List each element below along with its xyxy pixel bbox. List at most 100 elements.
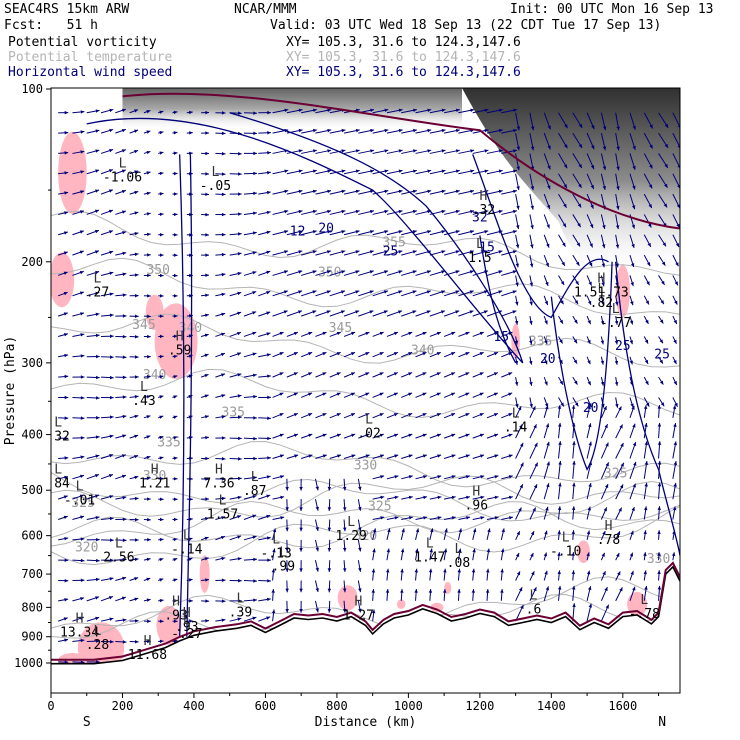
wind-vector <box>229 352 242 358</box>
wind-vector <box>271 589 275 601</box>
wind-vector <box>143 130 151 134</box>
wind-vector <box>115 474 127 480</box>
wind-vector <box>529 275 534 287</box>
wind-vector <box>243 373 257 378</box>
wind-vector <box>158 578 164 582</box>
wind-vector <box>272 372 284 378</box>
wind-vector <box>386 270 403 276</box>
wind-vector <box>172 619 178 623</box>
wind-vector <box>57 291 68 297</box>
extremum-value: .93 <box>175 620 198 635</box>
wind-vector <box>301 230 317 236</box>
wind-vector <box>143 598 151 602</box>
wind-vector <box>100 128 114 134</box>
wind-vector <box>143 395 151 399</box>
wind-vector <box>444 209 460 215</box>
wind-vector <box>200 373 209 378</box>
wind-vector <box>658 193 668 208</box>
wind-vector <box>215 252 226 257</box>
wind-vector <box>486 568 490 581</box>
valid-time: Valid: 03 UTC Wed 18 Sep 13 (22 CDT Tue … <box>270 18 662 33</box>
wind-vector <box>643 193 653 209</box>
extremum-type: L <box>140 380 148 395</box>
wind-vector <box>443 548 448 561</box>
extremum-type: H <box>472 484 480 499</box>
wind-vector <box>129 334 139 339</box>
wind-vector <box>386 351 399 358</box>
wind-vector <box>100 454 114 459</box>
wind-vector <box>401 495 413 500</box>
wind-vector <box>600 462 610 480</box>
wind-vector <box>115 596 127 602</box>
wind-vector <box>272 230 289 236</box>
wind-vector <box>57 312 68 317</box>
wind-vector <box>72 333 85 337</box>
wind-vector <box>458 189 475 195</box>
wind-vector <box>314 600 319 613</box>
wind-vector <box>401 516 413 520</box>
wind-vector <box>572 460 576 479</box>
wind-vector <box>514 377 519 386</box>
wind-vector <box>258 290 271 297</box>
wind-vector <box>629 506 635 520</box>
wind-vector <box>415 372 427 378</box>
wind-vector <box>301 189 317 195</box>
wind-vector <box>571 530 576 540</box>
wind-vector <box>329 250 346 256</box>
wind-vector <box>529 214 534 230</box>
wind-vector <box>543 112 551 130</box>
extremum-value: 11.68 <box>128 648 167 663</box>
wind-vector <box>372 372 384 378</box>
wind-vector <box>543 214 550 229</box>
pv-positive-area <box>396 599 406 609</box>
extremum-value: -1.06 <box>103 171 142 186</box>
wind-vector <box>401 454 413 459</box>
wind-vector <box>286 310 303 317</box>
wind-vector <box>415 149 432 154</box>
wind-vector <box>243 514 257 520</box>
wind-vector <box>486 475 499 480</box>
wind-vector <box>258 151 271 155</box>
wind-vector <box>115 231 127 236</box>
wind-vector <box>143 150 151 155</box>
wind-vector <box>586 132 595 150</box>
extremum-label: L-1.06 <box>103 157 142 186</box>
wind-vector <box>643 585 648 601</box>
wind-vector <box>486 108 503 114</box>
wind-vector <box>158 517 164 522</box>
wind-vector <box>643 376 649 386</box>
wind-vector <box>301 310 317 317</box>
wind-vector <box>172 599 178 603</box>
wind-vector <box>629 461 637 479</box>
wind-vector <box>301 290 317 297</box>
wind-vector <box>186 415 193 419</box>
wind-vector <box>444 149 460 154</box>
wind-vector <box>115 496 127 500</box>
theta-contour <box>51 505 680 566</box>
wind-vector <box>343 250 360 256</box>
wind-vector <box>629 153 636 170</box>
wind-vector <box>72 436 85 440</box>
extremum-value: .93 <box>164 609 187 624</box>
extremum-type: H <box>480 189 488 204</box>
extremum-label: L.84 <box>51 463 70 492</box>
pv-positive-area <box>430 602 444 613</box>
wind-vector <box>515 604 524 622</box>
wind-vector <box>386 568 390 581</box>
extremum-value: 1.57 <box>207 507 238 522</box>
wind-vector <box>201 212 209 217</box>
wind-vector <box>86 270 100 276</box>
extremum-value: -.13 <box>260 547 291 562</box>
wind-vector <box>285 478 289 491</box>
wind-vector <box>129 252 139 257</box>
wind-vector <box>243 494 257 500</box>
wind-vector <box>458 331 470 337</box>
wind-vector <box>586 530 591 540</box>
forecast-hour: Fcst: 51 h <box>4 18 98 33</box>
wind-vector <box>586 570 591 581</box>
wind-vector <box>358 128 375 134</box>
wind-vector <box>272 310 288 317</box>
wind-speed-label: 25 <box>615 339 631 354</box>
wind-vector <box>572 482 576 500</box>
wind-vector <box>129 454 139 459</box>
